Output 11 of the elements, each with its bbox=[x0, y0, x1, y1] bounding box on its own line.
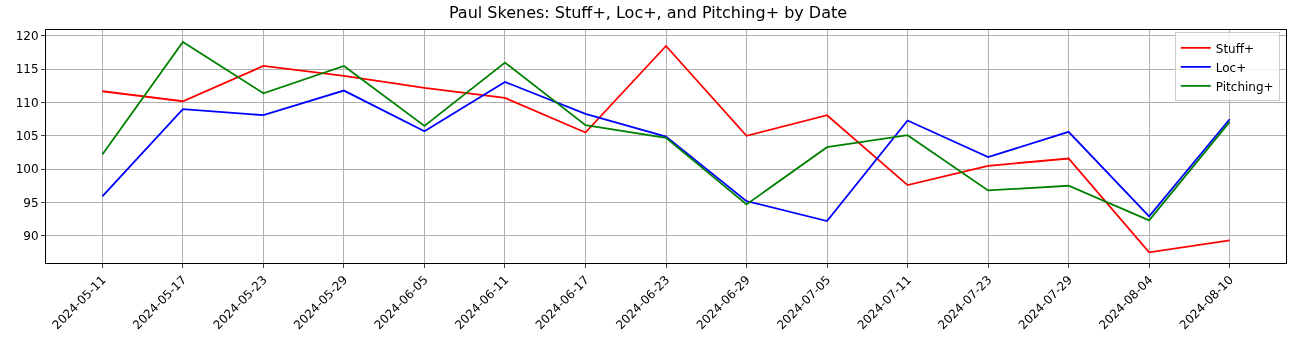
y-tick-label: 105 bbox=[15, 129, 39, 144]
y-tick-label: 120 bbox=[15, 29, 39, 44]
y-tick-label: 100 bbox=[15, 162, 39, 177]
legend-label: Loc+ bbox=[1215, 60, 1247, 75]
y-tick-label: 95 bbox=[23, 195, 39, 210]
y-tick-label: 90 bbox=[23, 228, 39, 243]
chart-title: Paul Skenes: Stuff+, Loc+, and Pitching+ by Date bbox=[448, 3, 848, 23]
y-tick-label: 115 bbox=[15, 62, 39, 77]
legend-label: Stuff+ bbox=[1215, 41, 1255, 56]
legend-label: Pitching+ bbox=[1215, 79, 1274, 94]
y-tick-label: 110 bbox=[15, 95, 39, 110]
